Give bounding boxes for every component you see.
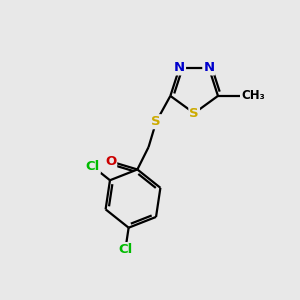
Text: O: O xyxy=(105,155,116,168)
Text: CH₃: CH₃ xyxy=(242,89,265,102)
Text: N: N xyxy=(174,61,185,74)
Text: N: N xyxy=(203,61,214,74)
Text: S: S xyxy=(152,115,161,128)
Text: S: S xyxy=(189,107,199,120)
Text: Cl: Cl xyxy=(85,160,100,173)
Text: Cl: Cl xyxy=(118,243,133,256)
